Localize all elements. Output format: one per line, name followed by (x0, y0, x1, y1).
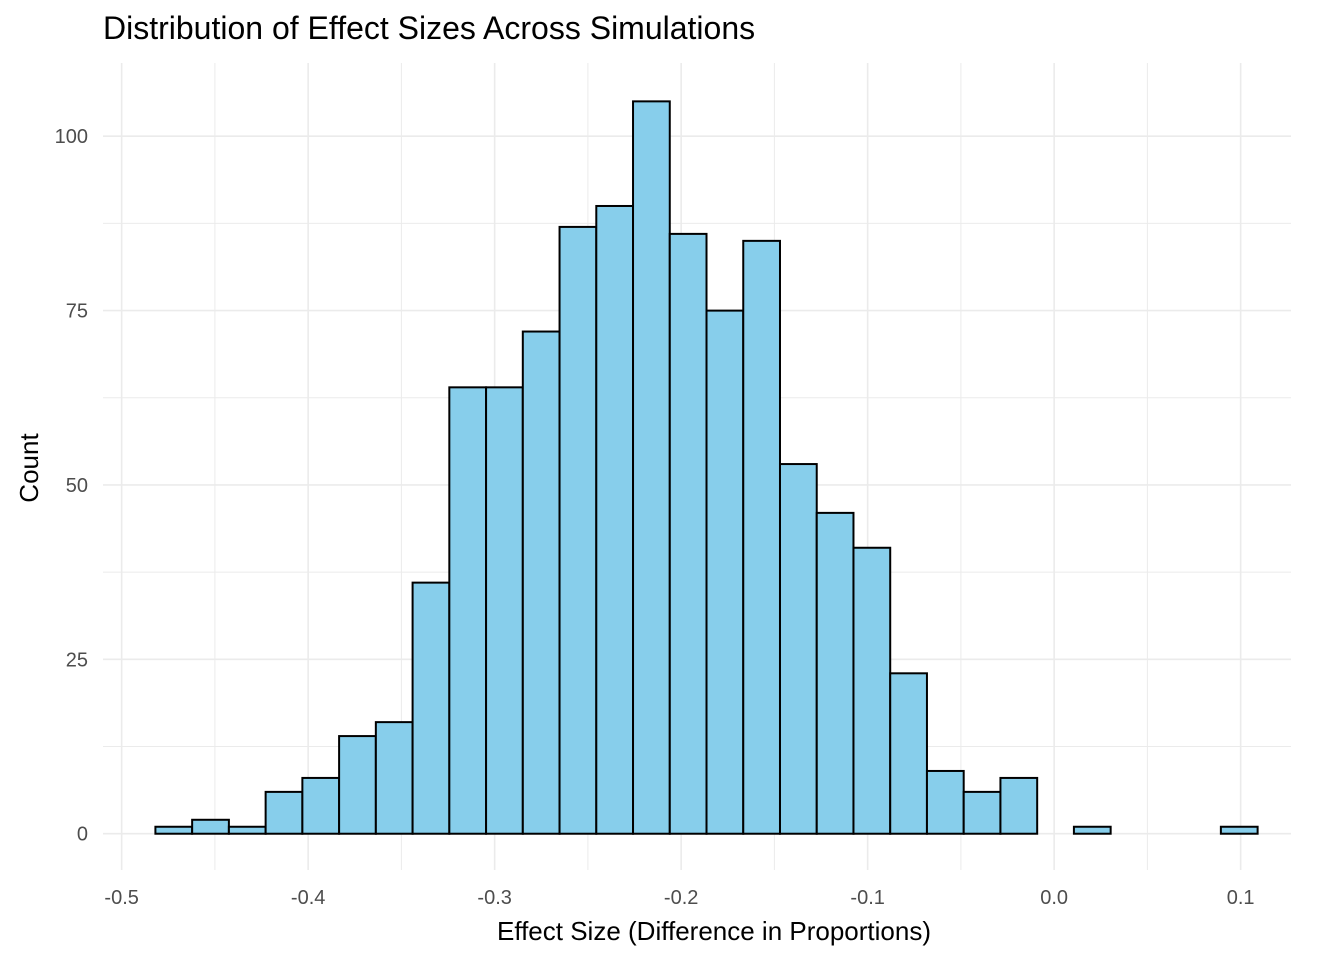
x-tick-label: -0.1 (850, 887, 884, 909)
x-tick-label: -0.5 (104, 887, 138, 909)
histogram-bar (485, 386, 524, 835)
grid-lines (103, 63, 1291, 870)
y-tick-label: 25 (66, 649, 88, 671)
y-tick-label: 0 (77, 824, 88, 846)
histogram-bar (815, 511, 855, 835)
x-tick-label: -0.2 (664, 887, 698, 909)
histogram-bar (558, 225, 598, 835)
histogram-bar (595, 204, 635, 835)
histogram-bar (301, 776, 341, 835)
histogram-bar (154, 825, 194, 835)
histogram-bar (448, 386, 488, 835)
histogram-bar (852, 546, 892, 835)
histogram-bar (1072, 825, 1112, 835)
x-tick-label: -0.3 (477, 887, 511, 909)
x-tick-label: -0.4 (291, 887, 325, 909)
x-axis-title: Effect Size (Difference in Proportions) (497, 916, 931, 946)
histogram-bar (338, 735, 377, 835)
histogram-bar (374, 721, 414, 835)
histogram-bar (264, 790, 304, 835)
chart-title: Distribution of Effect Sizes Across Simu… (103, 10, 756, 46)
histogram-bar (999, 776, 1039, 835)
histogram-bar (227, 825, 267, 835)
y-tick-label: 75 (66, 301, 88, 323)
histogram-bar (521, 330, 561, 835)
histogram-bar (962, 790, 1002, 835)
y-tick-label: 100 (55, 126, 88, 148)
histogram-bar (925, 769, 965, 835)
y-tick-label: 50 (66, 475, 88, 497)
histogram-bar (705, 309, 745, 835)
histogram-bar (778, 463, 818, 835)
histogram-bar (668, 232, 708, 835)
histogram-bar (889, 672, 928, 835)
histogram-bar (191, 818, 230, 835)
x-axis-ticks: -0.5 -0.4 -0.3 -0.2 -0.1 0.0 0.1 (104, 887, 1254, 909)
histogram-bars (154, 100, 1259, 835)
histogram-bar (1219, 825, 1259, 835)
x-tick-label: 0.0 (1040, 887, 1068, 909)
y-axis-title: Count (14, 433, 44, 503)
y-axis-ticks: 0 25 50 75 100 (55, 126, 88, 845)
histogram-bar (411, 581, 451, 835)
histogram-bar (742, 239, 781, 835)
histogram-bar (632, 100, 671, 835)
x-tick-label: 0.1 (1227, 887, 1255, 909)
